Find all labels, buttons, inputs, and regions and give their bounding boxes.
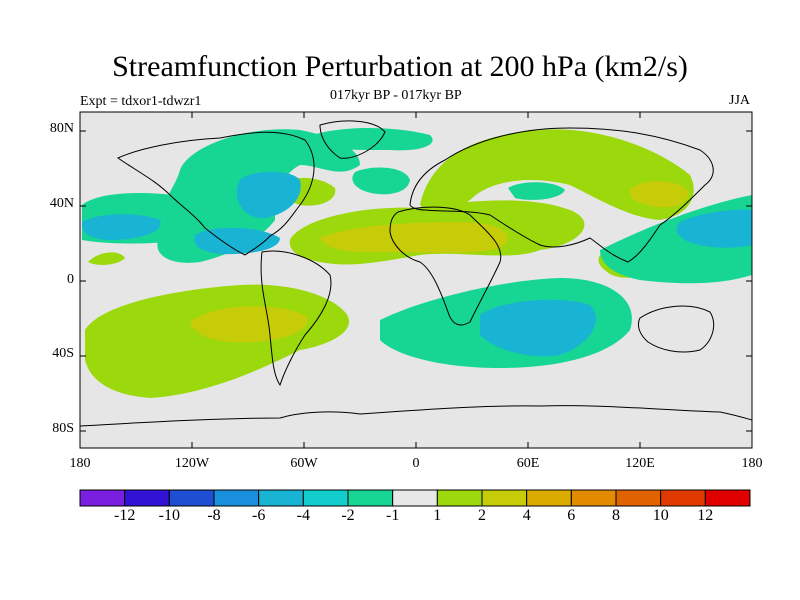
colorbar-label: -4 [296, 507, 310, 524]
contour-pos1-eurasia-arc [420, 129, 694, 220]
lon-label-60e: 60E [516, 456, 540, 471]
plot-subtitle: 017kyr BP - 017kyr BP [330, 88, 462, 103]
contour-neg2-pacific-east [676, 209, 752, 248]
colorbar-swatch [347, 489, 394, 507]
contour-neg2-canada [236, 171, 301, 219]
colorbar-label: -1 [386, 507, 400, 524]
colorbar-swatch [213, 489, 260, 507]
colorbar-swatch [615, 489, 662, 507]
colorbar-label: 1 [433, 507, 442, 524]
contour-neg1-north-atlantic [352, 167, 410, 195]
lat-label-40n: 40N [49, 196, 74, 211]
coastline-north-america [116, 131, 315, 256]
season-label: JJA [729, 93, 751, 108]
contour-neg1-arctic [300, 128, 433, 151]
contour-neg2-indian-ocean [480, 299, 596, 357]
lon-label-120w: 120W [174, 456, 210, 471]
experiment-label: Expt = tdxor1-tdwzr1 [80, 94, 202, 109]
colorbar-label: 4 [522, 507, 531, 524]
contour-pos2-south-pacific [190, 306, 308, 343]
axis-ticks [80, 112, 752, 448]
contour-pos1-west-pacific [88, 252, 125, 265]
lat-label-80n: 80N [49, 121, 74, 136]
colorbar-label: -10 [158, 507, 180, 524]
colorbar-swatch [124, 489, 170, 507]
coastline-australia [637, 305, 715, 353]
coastline-eurasia [409, 127, 714, 263]
colorbar-swatch [302, 489, 349, 507]
colorbar-swatch [660, 489, 706, 507]
coastline-south-america [260, 250, 332, 387]
colorbar-label: 8 [612, 507, 620, 524]
lon-label-120e: 120E [625, 456, 655, 471]
coastline-antarctica [80, 405, 752, 427]
lon-label-180w: 180 [69, 456, 91, 471]
colorbar-swatch [481, 489, 528, 507]
contour-pos2-middle-east-core [456, 224, 498, 243]
colorbar-label: 2 [478, 507, 486, 524]
colorbar-swatch [392, 489, 438, 507]
colorbar-label: -8 [207, 507, 221, 524]
colorbar [79, 489, 751, 507]
colorbar-label: 12 [697, 507, 714, 524]
contour-neg1-central-asia [508, 182, 565, 200]
colorbar-swatch [79, 489, 126, 507]
colorbar-label: 6 [567, 507, 576, 524]
lat-label-80s: 80S [52, 421, 74, 436]
contour-neg2-caribbean [194, 227, 280, 255]
lat-label-40s: 40S [52, 346, 74, 361]
coastline-greenland [319, 120, 386, 159]
colorbar-swatch [570, 489, 617, 507]
colorbar-label: -12 [114, 507, 136, 524]
contour-pos2-east-asia [629, 181, 689, 208]
lon-label-60w: 60W [290, 456, 318, 471]
colorbar-swatch [526, 489, 572, 507]
lon-label-180e: 180 [741, 456, 763, 471]
colorbar-swatch [436, 489, 483, 507]
colorbar-label: -6 [252, 507, 266, 524]
colorbar-swatch [168, 489, 215, 507]
contour-neg2-pacific-west [82, 214, 161, 240]
coastlines [80, 120, 752, 427]
plot-title: Streamfunction Perturbation at 200 hPa (… [112, 50, 688, 83]
colorbar-label: 10 [652, 507, 669, 524]
coastline-africa [389, 206, 502, 326]
contour-fields [80, 112, 752, 448]
lat-label-eq: 0 [67, 272, 74, 287]
colorbar-label: -2 [341, 507, 355, 524]
colorbar-swatch [258, 489, 304, 507]
colorbar-swatch [704, 489, 751, 507]
lon-label-0: 0 [412, 456, 420, 471]
